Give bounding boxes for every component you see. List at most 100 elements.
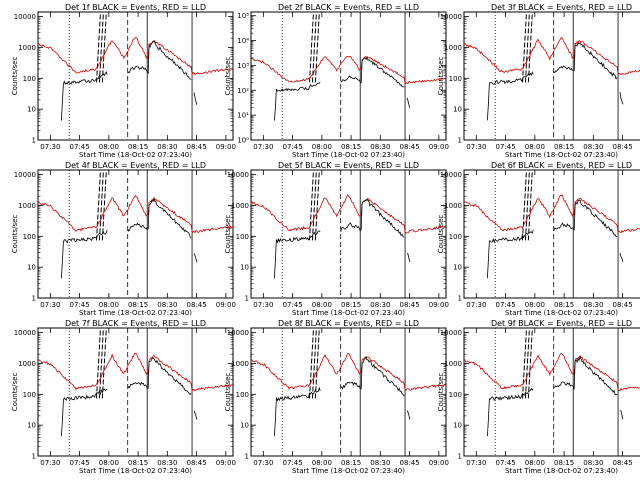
y-axis-label: Counts/sec [437,373,445,412]
panel-title: Det 5f BLACK = Events, RED = LLD [278,161,419,170]
plot-frame [37,327,234,457]
series-line-lld [463,194,640,234]
y-axis-label: Counts/sec [11,373,19,412]
y-tick-label: 10000 [440,171,462,179]
plot-frame [463,327,640,457]
x-tick-label: 09:00 [216,143,236,151]
x-tick-label: 08:15 [341,301,361,309]
x-tick-label: 07:30 [40,143,60,151]
series-line-events [340,56,405,88]
marker-line-dashed [96,329,101,399]
x-tick-label: 08:30 [157,459,177,467]
plot-frame [250,169,447,299]
x-tick-label: 08:45 [612,301,632,309]
y-axis-label: Counts/sec [437,57,445,96]
x-tick-label: 07:30 [253,143,273,151]
plot-frame [463,169,640,299]
x-tick-label: 08:00 [99,301,119,309]
marker-line-dashed [101,13,107,83]
x-tick-label: 07:45 [69,301,89,309]
series-line-events [127,196,192,239]
marker-line-dashed [522,329,527,399]
x-tick-label: 08:00 [99,459,119,467]
series-line-events [127,40,192,80]
x-tick-label: 07:45 [69,143,89,151]
y-tick-label: 1 [458,453,462,461]
panel-title: Det 3f BLACK = Events, RED = LLD [491,3,632,12]
x-tick-label: 08:45 [399,143,419,151]
y-tick-label: 10 [453,422,462,430]
y-tick-label: 1000 [444,360,462,368]
x-tick-label: 09:00 [429,459,449,467]
y-tick-label: 1 [32,453,36,461]
x-tick-label: 07:45 [495,301,515,309]
marker-line-dashed [98,171,104,241]
plot-frame [250,327,447,457]
x-axis-label: Start Time (18-Oct-02 07:23:40) [79,151,192,159]
y-tick-label: 1 [32,295,36,303]
y-tick-label: 1000 [18,202,36,210]
marker-line-dashed [527,171,533,241]
series-line-events [487,71,534,121]
detector-panel-2: Det 2f BLACK = Events, RED = LLD 10⁰ 10¹ 10… [224,3,449,159]
series-line-lld [250,353,447,391]
y-tick-label: 10⁰ [237,137,249,145]
x-tick-label: 08:00 [99,143,119,151]
detector-panel-3: Det 3f BLACK = Events, RED = LLD 1 10 100 10… [437,3,640,159]
y-tick-label: 10 [27,264,36,272]
series-line-lld [250,56,447,85]
y-tick-label: 10 [240,264,249,272]
x-tick-label: 07:30 [40,301,60,309]
detector-panel-1: Det 1f BLACK = Events, RED = LLD 1 10 100 10… [11,3,236,159]
panel-title: Det 8f BLACK = Events, RED = LLD [278,319,419,328]
series-line-events [193,410,198,420]
marker-line-dashed [311,329,317,399]
series-line-events [193,253,198,263]
plot-frame [37,11,234,141]
marker-line-dashed [98,13,104,83]
y-tick-label: 10 [453,264,462,272]
detector-panel-4: Det 4f BLACK = Events, RED = LLD 1 10 100 10… [11,161,236,317]
y-tick-label: 1 [32,137,36,145]
y-tick-label: 100 [23,75,36,83]
y-axis-label: Counts/sec [437,215,445,254]
series-line-events [274,230,321,279]
series-line-lld [463,37,640,76]
x-axis-label: Start Time (18-Oct-02 07:23:40) [292,309,405,317]
series-line-events [619,252,624,262]
plot-frame [463,11,640,141]
x-tick-label: 08:00 [312,459,332,467]
x-tick-label: 07:30 [466,459,486,467]
y-tick-label: 100 [23,233,36,241]
y-tick-label: 10000 [14,13,36,21]
x-axis-label: Start Time (18-Oct-02 07:23:40) [79,309,192,317]
y-tick-label: 10 [453,106,462,114]
y-tick-label: 1000 [18,44,36,52]
marker-line-dashed [314,13,320,83]
x-tick-label: 07:45 [282,301,302,309]
marker-line-dashed [101,329,107,399]
x-tick-label: 08:15 [128,143,148,151]
y-tick-label: 10000 [440,329,462,337]
x-tick-label: 08:30 [583,301,603,309]
panel-title: Det 2f BLACK = Events, RED = LLD [278,3,419,12]
marker-line-dashed [309,171,314,241]
series-line-events [274,81,321,121]
y-tick-label: 10 [240,422,249,430]
x-tick-label: 07:30 [253,301,273,309]
series-line-events [340,356,405,397]
x-tick-label: 08:30 [157,301,177,309]
y-tick-label: 10¹ [237,112,249,120]
x-axis-label: Start Time (18-Oct-02 07:23:40) [292,151,405,159]
y-tick-label: 1 [245,295,249,303]
marker-line-dashed [522,171,527,241]
y-tick-label: 10⁵ [237,12,249,20]
x-tick-label: 08:30 [157,143,177,151]
x-axis-label: Start Time (18-Oct-02 07:23:40) [79,467,192,475]
y-tick-label: 100 [236,233,249,241]
marker-line-dashed [314,171,320,241]
series-line-lld [463,353,640,392]
marker-line-dashed [524,329,530,399]
panel-title: Det 9f BLACK = Events, RED = LLD [491,319,632,328]
series-line-events [340,198,405,238]
